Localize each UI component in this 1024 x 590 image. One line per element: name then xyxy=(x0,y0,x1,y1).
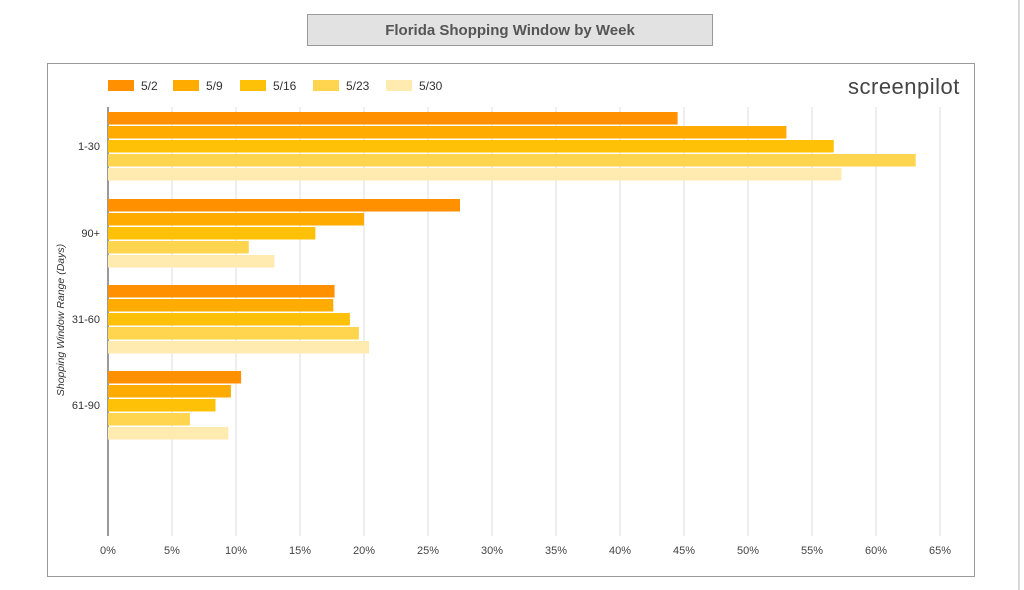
bar xyxy=(108,299,334,312)
x-tick-label: 25% xyxy=(417,545,439,557)
bar xyxy=(108,154,916,167)
bar xyxy=(108,413,190,426)
bar xyxy=(108,168,842,181)
bar xyxy=(108,313,350,326)
legend-swatch xyxy=(386,80,412,91)
x-tick-label: 30% xyxy=(481,545,503,557)
x-tick-label: 20% xyxy=(353,545,375,557)
bar xyxy=(108,241,249,254)
y-axis-title: Shopping Window Range (Days) xyxy=(55,244,67,396)
legend-item: 5/23 xyxy=(313,79,370,93)
x-tick-label: 50% xyxy=(737,545,759,557)
legend-item: 5/2 xyxy=(108,79,158,93)
legend-item: 5/16 xyxy=(240,79,297,93)
bar xyxy=(108,126,787,139)
legend-swatch xyxy=(240,80,266,91)
bar xyxy=(108,427,229,440)
screenpilot-logo: screenpilot xyxy=(848,74,962,104)
x-tick-label: 10% xyxy=(225,545,247,557)
x-tick-label: 40% xyxy=(609,545,631,557)
bar xyxy=(108,255,275,268)
bar xyxy=(108,385,231,398)
x-tick-label: 45% xyxy=(673,545,695,557)
legend-item: 5/9 xyxy=(173,79,223,93)
bar xyxy=(108,371,242,384)
x-tick-label: 60% xyxy=(865,545,887,557)
bar xyxy=(108,327,359,340)
bar xyxy=(108,285,335,298)
legend-label: 5/2 xyxy=(141,79,158,93)
bar xyxy=(108,140,834,153)
y-tick-label: 61-90 xyxy=(72,400,100,412)
chart-title-text: Florida Shopping Window by Week xyxy=(385,21,635,39)
x-tick-label: 55% xyxy=(801,545,823,557)
bar xyxy=(108,341,370,354)
bar xyxy=(108,199,460,212)
bar xyxy=(108,227,316,240)
legend-swatch xyxy=(108,80,134,91)
bar xyxy=(108,399,216,412)
legend-label: 5/16 xyxy=(273,79,297,93)
legend-swatch xyxy=(173,80,199,91)
y-tick-label: 31-60 xyxy=(72,314,100,326)
x-tick-label: 35% xyxy=(545,545,567,557)
legend-label: 5/9 xyxy=(206,79,223,93)
bar xyxy=(108,112,678,125)
x-tick-label: 5% xyxy=(164,545,180,557)
y-tick-label: 90+ xyxy=(81,228,100,240)
legend-item: 5/30 xyxy=(386,79,443,93)
y-tick-label: 1-30 xyxy=(78,141,100,153)
legend-label: 5/23 xyxy=(346,79,370,93)
page-edge-rule xyxy=(1018,0,1020,590)
legend-swatch xyxy=(313,80,339,91)
legend-label: 5/30 xyxy=(419,79,443,93)
x-tick-label: 15% xyxy=(289,545,311,557)
chart-title: Florida Shopping Window by Week xyxy=(307,14,713,46)
x-tick-label: 65% xyxy=(929,545,951,557)
bar xyxy=(108,213,364,226)
x-tick-label: 0% xyxy=(100,545,116,557)
logo-text: screenpilot xyxy=(848,74,960,99)
